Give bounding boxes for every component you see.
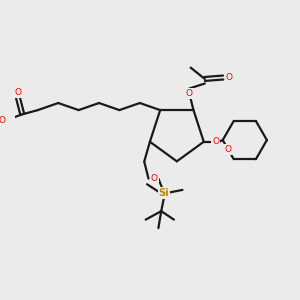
Text: O: O bbox=[186, 88, 193, 98]
Text: O: O bbox=[151, 174, 158, 183]
Text: Si: Si bbox=[159, 188, 170, 198]
Text: O: O bbox=[212, 137, 219, 146]
Text: O: O bbox=[14, 88, 22, 97]
Text: O: O bbox=[225, 145, 232, 154]
Text: O: O bbox=[226, 73, 233, 82]
Text: O: O bbox=[0, 116, 5, 124]
